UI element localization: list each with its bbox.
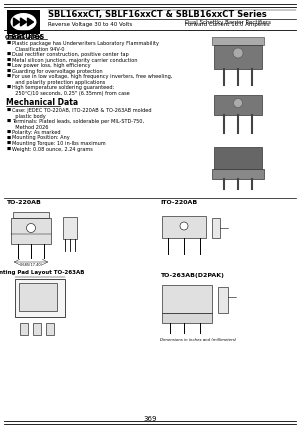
- Text: Mounting Pad Layout TO-263AB: Mounting Pad Layout TO-263AB: [0, 270, 84, 275]
- Text: Dimensions in inches and (millimeters): Dimensions in inches and (millimeters): [160, 338, 236, 342]
- Text: Guarding for overvoltage protection: Guarding for overvoltage protection: [12, 68, 103, 74]
- Text: Classification 94V-0: Classification 94V-0: [12, 46, 64, 51]
- Text: Mounting Position: Any: Mounting Position: Any: [12, 136, 70, 141]
- Circle shape: [26, 224, 35, 232]
- Polygon shape: [20, 18, 26, 26]
- Text: ■: ■: [7, 85, 11, 89]
- Text: ■: ■: [7, 57, 11, 62]
- Text: Reverse Voltage 30 to 40 Volts: Reverse Voltage 30 to 40 Volts: [48, 22, 132, 27]
- Bar: [212, 218, 220, 238]
- Text: ■: ■: [7, 147, 11, 150]
- Bar: [214, 147, 262, 169]
- Bar: [46, 323, 54, 335]
- Bar: [162, 313, 212, 323]
- Text: ■: ■: [7, 68, 11, 73]
- Bar: [19, 283, 57, 311]
- Bar: [214, 45, 262, 69]
- Bar: [63, 217, 77, 239]
- Text: ■: ■: [7, 63, 11, 67]
- Text: plastic body: plastic body: [12, 113, 46, 119]
- Text: Low power loss, high efficiency: Low power loss, high efficiency: [12, 63, 91, 68]
- Text: Method 2026: Method 2026: [12, 125, 49, 130]
- Bar: [218, 287, 228, 313]
- Text: GOOD-ARK: GOOD-ARK: [4, 35, 43, 40]
- Ellipse shape: [11, 13, 37, 31]
- Text: and polarity protection applications: and polarity protection applications: [12, 79, 105, 85]
- Text: Features: Features: [6, 32, 44, 41]
- Text: ■: ■: [7, 52, 11, 56]
- Text: Case: JEDEC TO-220AB, ITO-220AB & TO-263AB molded: Case: JEDEC TO-220AB, ITO-220AB & TO-263…: [12, 108, 152, 113]
- Text: ■: ■: [7, 41, 11, 45]
- Text: ■: ■: [7, 74, 11, 78]
- Text: ■: ■: [7, 141, 11, 145]
- Text: ■: ■: [7, 136, 11, 139]
- Circle shape: [233, 48, 243, 58]
- Bar: [214, 95, 262, 115]
- Bar: [33, 323, 41, 335]
- Polygon shape: [14, 18, 20, 26]
- Bar: [20, 323, 28, 335]
- Text: 250°C/10 seconds, 0.25" (6.35mm) from case: 250°C/10 seconds, 0.25" (6.35mm) from ca…: [12, 91, 130, 96]
- Text: Polarity: As marked: Polarity: As marked: [12, 130, 61, 135]
- Text: Dual rectifier construction, positive center tap: Dual rectifier construction, positive ce…: [12, 52, 129, 57]
- Text: Plastic package has Underwriters Laboratory Flammability: Plastic package has Underwriters Laborat…: [12, 41, 159, 46]
- Text: Mounting Torque: 10 in-lbs maximum: Mounting Torque: 10 in-lbs maximum: [12, 141, 106, 146]
- Text: For use in low voltage, high frequency inverters, free wheeling,: For use in low voltage, high frequency i…: [12, 74, 172, 79]
- Text: Dual Schottky Barrier Rectifiers: Dual Schottky Barrier Rectifiers: [185, 20, 271, 25]
- Text: Weight: 0.08 ounce, 2.24 grams: Weight: 0.08 ounce, 2.24 grams: [12, 147, 93, 151]
- Bar: [15, 279, 65, 317]
- Bar: [13, 212, 49, 218]
- Text: 0.685(17.40): 0.685(17.40): [20, 263, 43, 267]
- Text: TO-220AB: TO-220AB: [6, 200, 41, 205]
- Text: Forward Current 16.0 Amperes: Forward Current 16.0 Amperes: [185, 22, 270, 27]
- Text: ■: ■: [7, 108, 11, 112]
- Text: ITO-220AB: ITO-220AB: [160, 200, 197, 205]
- Bar: [11, 218, 51, 244]
- Text: SBL16xxCT, SBLF16xxCT & SBLB16xxCT Series: SBL16xxCT, SBLF16xxCT & SBLB16xxCT Serie…: [48, 10, 267, 19]
- Text: 369: 369: [143, 416, 157, 422]
- Text: Metal silicon junction, majority carrier conduction: Metal silicon junction, majority carrier…: [12, 57, 137, 62]
- Bar: [162, 216, 206, 238]
- Bar: [7, 10, 40, 34]
- Circle shape: [233, 99, 242, 108]
- Text: Terminals: Plated leads, solderable per MIL-STD-750,: Terminals: Plated leads, solderable per …: [12, 119, 144, 124]
- Text: ■: ■: [7, 130, 11, 134]
- Bar: [212, 169, 264, 179]
- Circle shape: [180, 222, 188, 230]
- Polygon shape: [28, 18, 34, 26]
- Bar: [212, 37, 264, 45]
- Text: ■: ■: [7, 119, 11, 123]
- Bar: [162, 285, 212, 313]
- Text: Mechanical Data: Mechanical Data: [6, 98, 78, 107]
- Text: TO-263AB(D2PAK): TO-263AB(D2PAK): [160, 273, 224, 278]
- Text: High temperature soldering guaranteed:: High temperature soldering guaranteed:: [12, 85, 114, 90]
